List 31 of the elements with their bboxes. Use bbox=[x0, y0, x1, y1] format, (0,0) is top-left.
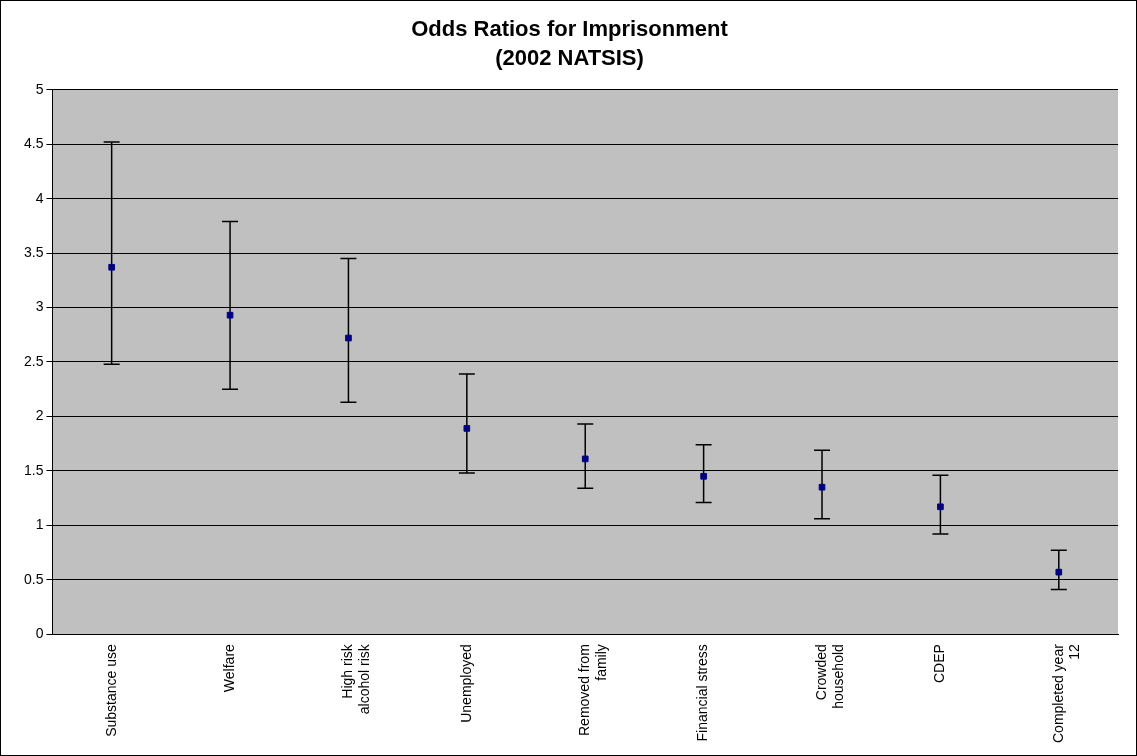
y-tick-label: 0.5 bbox=[23, 570, 44, 587]
point bbox=[937, 503, 944, 511]
x-tick-label: Welfare bbox=[220, 643, 237, 693]
x-tick-label: Completed year 12 bbox=[1049, 643, 1083, 743]
y-tick-label: 2 bbox=[35, 407, 44, 424]
y-tick-label: 4.5 bbox=[23, 135, 44, 152]
x-tick-label: Substance use bbox=[102, 643, 119, 737]
point bbox=[818, 483, 826, 491]
chart-subtitle: (2002 NATSIS) bbox=[495, 44, 644, 70]
point bbox=[1055, 568, 1063, 576]
y-tick-label: 1 bbox=[35, 516, 44, 533]
x-tick-label: Crowded household bbox=[812, 644, 846, 709]
x-tick-label: High risk alcohol risk bbox=[339, 643, 373, 715]
y-tick-label: 3.5 bbox=[23, 243, 44, 260]
x-tick-label: Unemployed bbox=[457, 644, 474, 723]
x-tick-label: Financial stress bbox=[694, 644, 711, 742]
point bbox=[581, 455, 589, 463]
chart-title: Odds Ratios for Imprisonment bbox=[411, 16, 729, 42]
y-tick-label: 4 bbox=[35, 189, 44, 206]
point bbox=[226, 311, 234, 319]
x-tick-label: Removed from family bbox=[576, 644, 609, 736]
y-tick-label: 5 bbox=[35, 80, 44, 97]
y-tick-label: 2.5 bbox=[23, 352, 44, 369]
y-tick-label: 1.5 bbox=[23, 461, 44, 478]
point bbox=[108, 263, 115, 271]
point bbox=[700, 472, 707, 480]
y-tick-label: 3 bbox=[35, 298, 44, 315]
x-tick-label: CDEP bbox=[931, 644, 948, 684]
point bbox=[345, 334, 352, 342]
point bbox=[463, 425, 471, 432]
y-tick-label: 0 bbox=[35, 625, 44, 642]
